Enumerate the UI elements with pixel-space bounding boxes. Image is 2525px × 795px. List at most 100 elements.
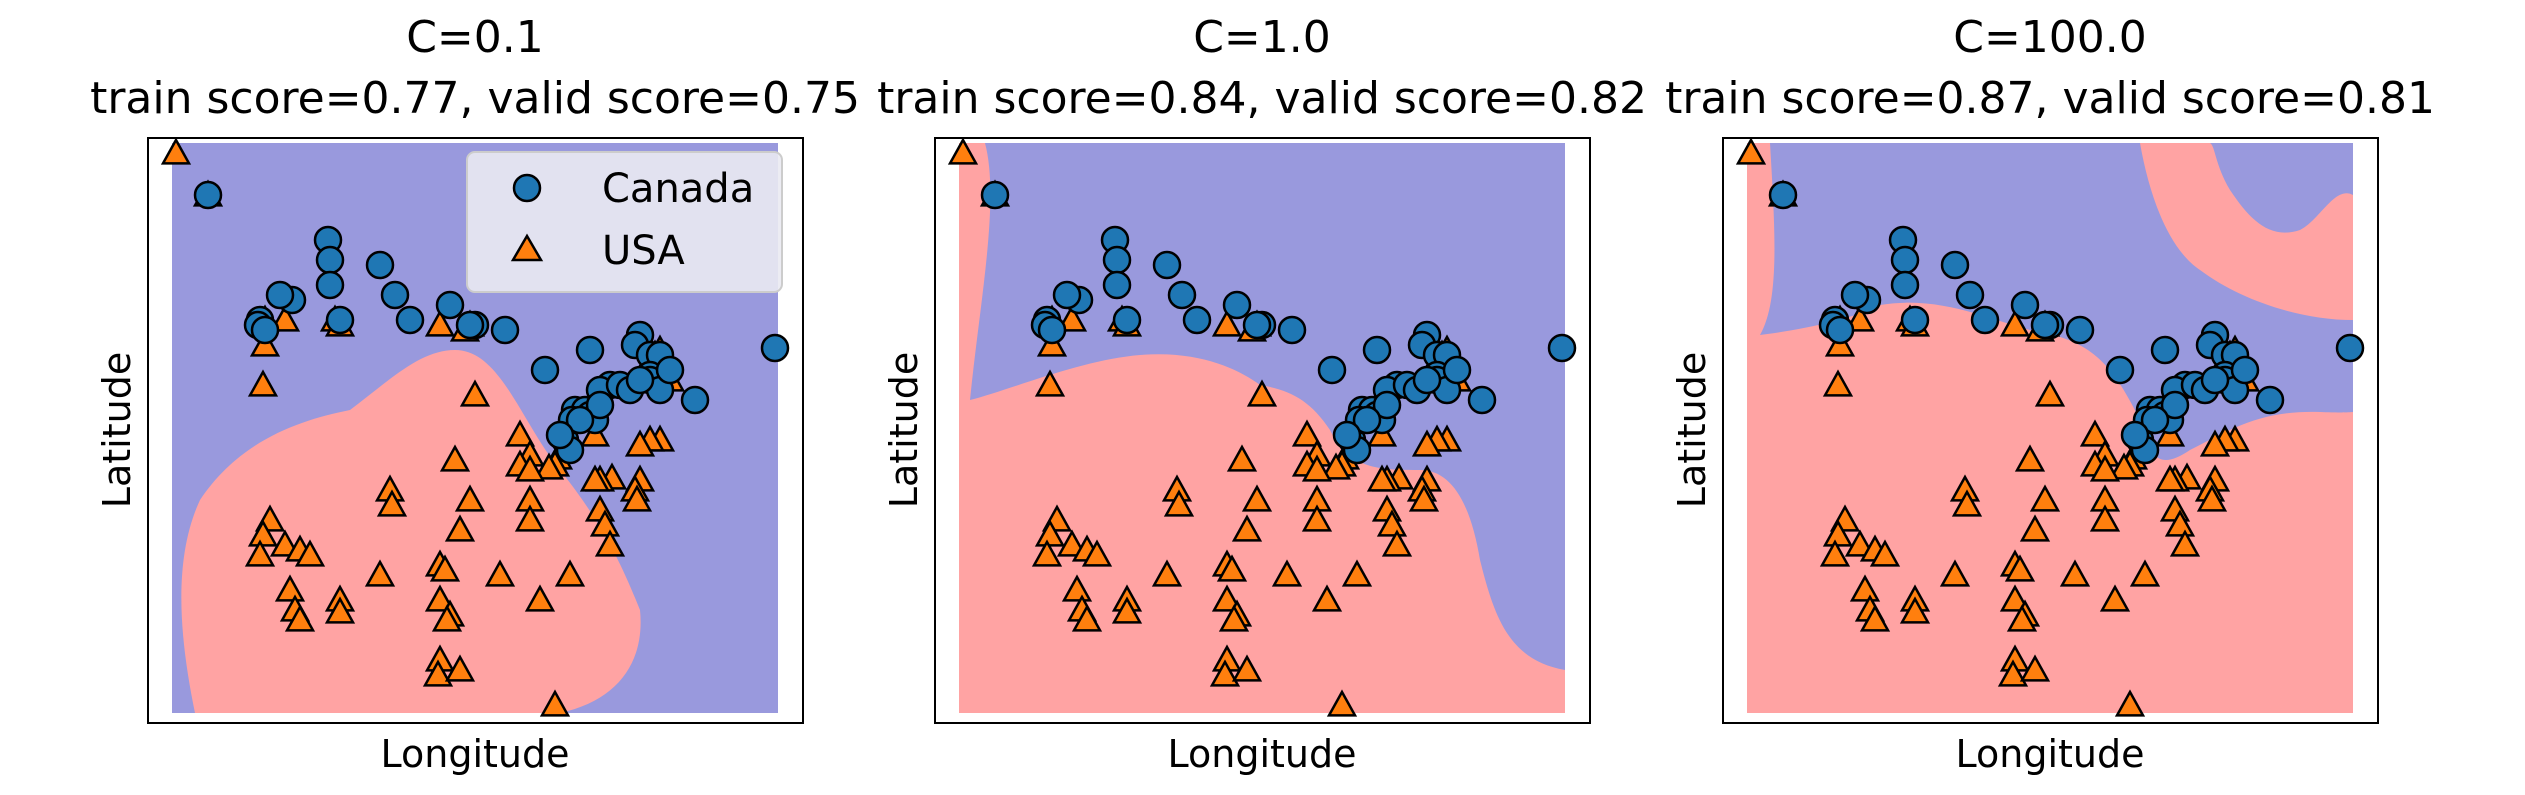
usa-point: [244, 539, 276, 567]
usa-point: [594, 529, 626, 557]
usa-point: [2108, 452, 2140, 480]
canada-point: [265, 280, 295, 310]
canada-point: [625, 365, 655, 395]
canada-point: [1332, 420, 1362, 450]
canada-point: [1768, 180, 1798, 210]
usa-point: [621, 484, 653, 512]
usa-point: [2129, 559, 2161, 587]
usa-point: [444, 654, 476, 682]
usa-point: [1301, 454, 1333, 482]
usa-point: [1366, 464, 1398, 492]
canada-point: [1242, 310, 1272, 340]
usa-point: [1819, 539, 1851, 567]
usa-point: [269, 304, 301, 332]
canada-point: [655, 355, 685, 385]
canada-point: [1112, 305, 1142, 335]
legend-canada-label: Canada: [602, 166, 754, 212]
canada-point: [455, 310, 485, 340]
usa-point: [2089, 504, 2121, 532]
panel-title-line1: C=0.1: [406, 12, 544, 63]
canada-point: [325, 305, 355, 335]
usa-point: [514, 504, 546, 532]
usa-point: [514, 454, 546, 482]
canada-point: [1362, 335, 1392, 365]
canada-point: [1955, 280, 1985, 310]
canada-point: [1052, 280, 1082, 310]
plot-frame: [1722, 137, 2379, 724]
canada-point: [1900, 305, 1930, 335]
usa-point: [1211, 584, 1243, 612]
canada-point: [1152, 250, 1182, 280]
usa-point: [2019, 654, 2051, 682]
usa-point: [454, 484, 486, 512]
usa-point: [1231, 514, 1263, 542]
canada-point: [1412, 365, 1442, 395]
region-red: [1747, 143, 2353, 713]
usa-point: [1218, 604, 1250, 632]
canada-point: [530, 355, 560, 385]
canada-point: [1352, 405, 1382, 435]
canada-point: [1317, 355, 1347, 385]
data-points: [947, 137, 1577, 717]
usa-point: [1241, 484, 1273, 512]
usa-point: [1271, 559, 1303, 587]
canada-point: [1970, 305, 2000, 335]
y-axis-label: Latitude: [882, 352, 926, 508]
usa-point: [1326, 689, 1358, 717]
canada-point: [1182, 305, 1212, 335]
usa-point: [1844, 529, 1876, 557]
usa-point: [504, 419, 536, 447]
usa-point: [1951, 489, 1983, 517]
canada-point: [315, 245, 345, 275]
legend-box: [466, 151, 783, 293]
usa-point: [2169, 529, 2201, 557]
canada-point: [193, 180, 223, 210]
usa-point: [1301, 504, 1333, 532]
panel-title-line2: train score=0.77, valid score=0.75: [90, 73, 860, 124]
usa-point: [2199, 429, 2231, 457]
canada-point: [2140, 405, 2170, 435]
canada-point: [2200, 365, 2230, 395]
usa-point: [2089, 454, 2121, 482]
y-axis-label: Latitude: [1670, 352, 1714, 508]
canada-point: [1940, 250, 1970, 280]
canada-point: [2030, 310, 2060, 340]
usa-point: [1735, 137, 1767, 165]
usa-point: [364, 559, 396, 587]
canada-point: [2010, 290, 2040, 320]
usa-point: [2029, 484, 2061, 512]
canada-point: [2255, 385, 2285, 415]
x-axis-label: Longitude: [381, 732, 570, 776]
legend-usa-label: USA: [602, 228, 685, 274]
canada-point: [490, 315, 520, 345]
usa-point: [1034, 369, 1066, 397]
panel-title-line2: train score=0.87, valid score=0.81: [1665, 73, 2435, 124]
usa-point: [1061, 574, 1093, 602]
canada-point: [315, 270, 345, 300]
usa-point: [1999, 309, 2031, 337]
canada-point: [435, 290, 465, 320]
usa-point: [160, 137, 192, 165]
usa-point: [1216, 554, 1248, 582]
usa-point: [1381, 529, 1413, 557]
usa-point: [624, 429, 656, 457]
usa-point: [422, 659, 454, 687]
usa-point: [376, 489, 408, 517]
region-red: [959, 143, 1565, 713]
usa-point: [1844, 304, 1876, 332]
usa-point: [274, 574, 306, 602]
panel-0: C=0.1 train score=0.77, valid score=0.75…: [90, 12, 860, 776]
panel-title-line1: C=100.0: [1953, 12, 2147, 63]
usa-point: [1163, 489, 1195, 517]
usa-point: [2196, 484, 2228, 512]
usa-point: [524, 584, 556, 612]
usa-point: [1997, 659, 2029, 687]
usa-point: [1999, 584, 2031, 612]
canada-point: [2150, 335, 2180, 365]
usa-point: [1246, 379, 1278, 407]
canada-point: [1037, 315, 1067, 345]
usa-point: [429, 554, 461, 582]
usa-point: [2004, 554, 2036, 582]
canada-point: [680, 385, 710, 415]
usa-point: [1311, 584, 1343, 612]
